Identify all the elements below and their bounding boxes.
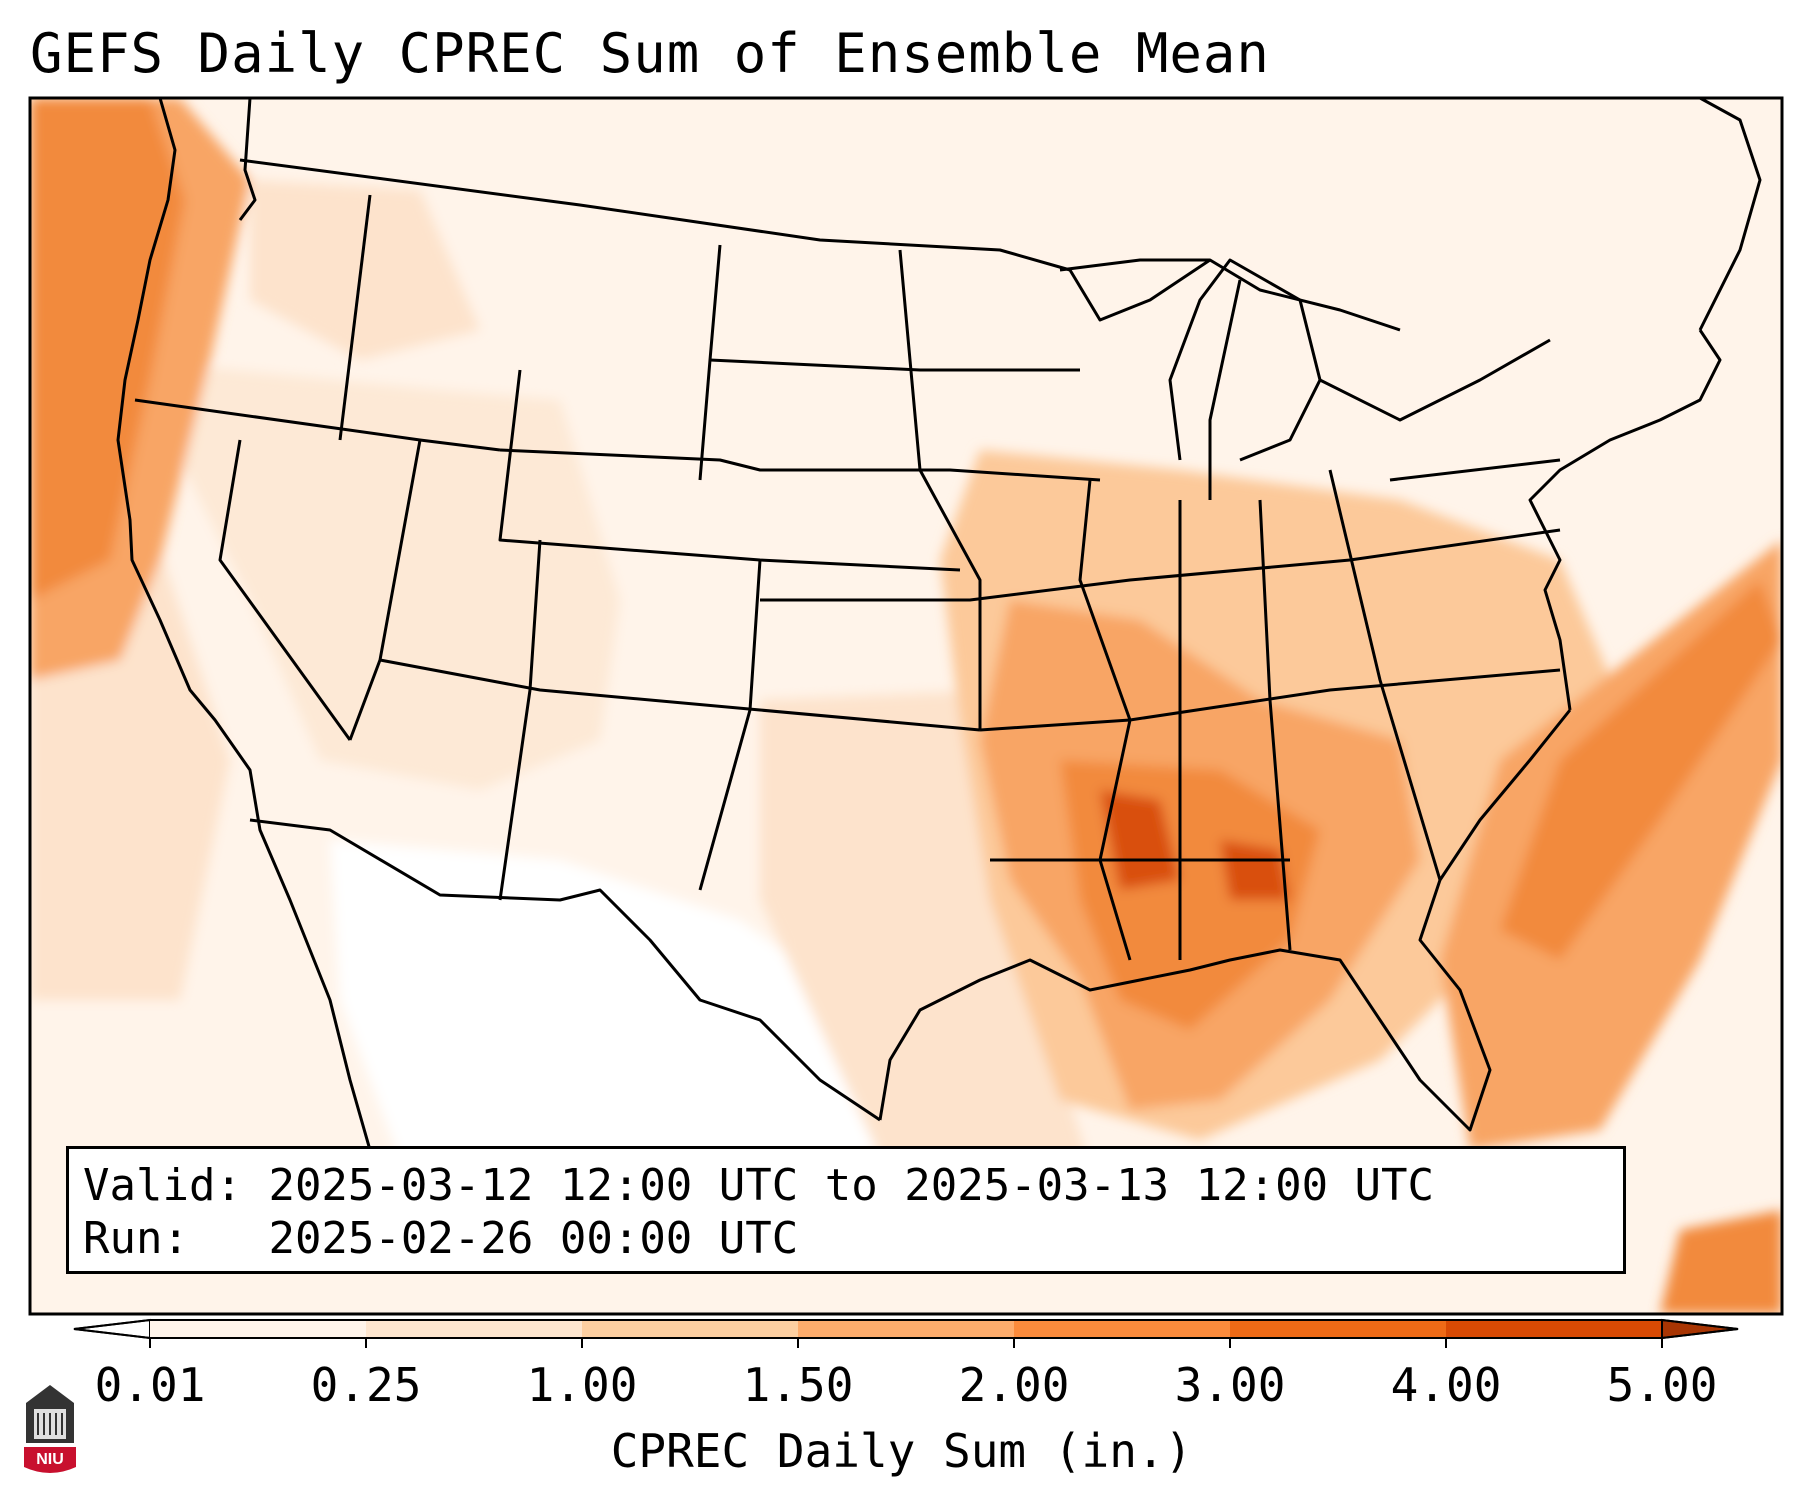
colorbar-tick-label: 4.00: [1390, 1358, 1502, 1412]
colorbar-segment: [1446, 1320, 1663, 1338]
colorbar-segment: [1014, 1320, 1231, 1338]
colorbar-tick-label: 1.00: [526, 1358, 638, 1412]
state-border-wy-co: [498, 369, 961, 572]
map-boundaries: [116, 98, 1762, 1151]
precip-max-alabama: [1220, 840, 1290, 900]
map-frame: [28, 96, 1784, 1316]
colorbar-tick-label: 1.50: [742, 1358, 854, 1412]
logo-pillars: [37, 1413, 63, 1435]
state-border-oh-ga: [1328, 469, 1442, 881]
precip-max-mississippi: [1100, 790, 1180, 890]
state-border-wy-ne: [499, 448, 1101, 482]
lake-superior: [1059, 258, 1210, 272]
valid-label: Valid:: [83, 1160, 242, 1211]
puget-sound: [238, 98, 257, 221]
us-mexico-border: [249, 818, 881, 1122]
info-box: Valid: 2025-03-12 12:00 UTC to 2025-03-1…: [66, 1146, 1626, 1274]
colorbar-segment: [366, 1320, 583, 1338]
colorbar-over-arrow: [1661, 1318, 1739, 1340]
precip-dry-area: [330, 840, 880, 1200]
logo-text: NIU: [36, 1451, 64, 1468]
state-border-ia-mo-ar: [1078, 479, 1132, 961]
colorbar-tick-label: 0.25: [310, 1358, 422, 1412]
state-border-co-ks: [698, 559, 762, 891]
state-border-nd-sd: [709, 358, 1080, 372]
niu-logo-icon: NIU: [24, 1385, 76, 1473]
us-canada-border: [239, 158, 1401, 332]
valid-value: 2025-03-12 12:00 UTC to 2025-03-13 12:00…: [268, 1160, 1435, 1211]
state-border-id-west: [338, 194, 372, 441]
state-border-ca-nv: [218, 439, 352, 741]
precip-atlantic-core: [1500, 580, 1782, 960]
state-border-in-al: [1258, 499, 1292, 951]
colorbar: [73, 1318, 1739, 1348]
map-title: GEFS Daily CPREC Sum of Ensemble Mean: [30, 22, 1270, 85]
precip-field: [30, 98, 1782, 1314]
lake-michigan-west: [1208, 279, 1242, 500]
east-coastline: [1528, 329, 1722, 711]
colorbar-under-arrow: [73, 1318, 151, 1340]
run-label: Run:: [83, 1213, 189, 1264]
run-value: 2025-02-26 00:00 UTC: [268, 1213, 799, 1264]
colorbar-segment: [798, 1320, 1015, 1338]
colorbar-tick-label: 2.00: [958, 1358, 1070, 1412]
gulf-coastline: [878, 709, 1572, 1132]
colorbar-segment: [150, 1320, 367, 1338]
precip-northwest-light: [250, 180, 480, 360]
state-border-4corners: [379, 658, 981, 732]
colorbar-tick-label: 5.00: [1606, 1358, 1718, 1412]
colorbar-tick-label: 0.01: [94, 1358, 206, 1412]
colorbar-label: CPREC Daily Sum (in.): [610, 1424, 1193, 1478]
state-border-co-ut: [498, 539, 542, 901]
lake-michigan: [1168, 258, 1322, 462]
precip-pacific-core: [30, 98, 185, 600]
logo-shield: [24, 1447, 76, 1473]
great-lakes-east: [1319, 338, 1551, 422]
precip-caribbean: [1660, 1210, 1782, 1314]
colorbar-tick-label: 3.00: [1174, 1358, 1286, 1412]
colorbar-segment: [582, 1320, 799, 1338]
state-border-ks-mo: [760, 528, 1561, 602]
west-coastline: [116, 98, 372, 1151]
state-border-ok-ar: [979, 668, 1561, 732]
state-border-pa-ny: [1389, 458, 1561, 482]
colorbar-segment: [1230, 1320, 1447, 1338]
canada-east-coast: [1698, 98, 1762, 331]
state-border-mn-ia: [898, 249, 982, 730]
